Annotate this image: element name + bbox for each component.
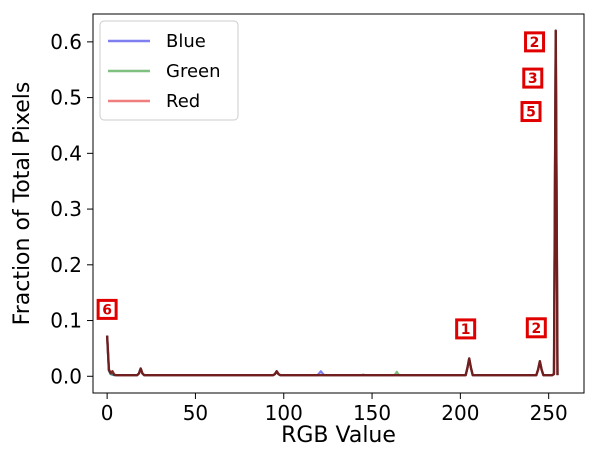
x-axis: 0 50 100 150 200 250: [101, 393, 568, 425]
marker-label: 3: [528, 71, 538, 87]
legend-label-green: Green: [166, 61, 221, 82]
marker-label: 2: [531, 321, 541, 337]
legend-box: [99, 20, 239, 121]
x-tick-label: 50: [183, 401, 208, 425]
y-axis-label: Fraction of Total Pixels: [10, 82, 35, 326]
y-tick-label: 0.0: [50, 364, 82, 388]
marker-label: 2: [530, 35, 540, 51]
y-tick-label: 0.6: [50, 30, 82, 54]
legend: Blue Green Red: [99, 20, 239, 121]
x-tick-label: 200: [441, 401, 479, 425]
marker-box: [524, 31, 546, 53]
marker-label: 1: [461, 322, 471, 338]
legend-label-blue: Blue: [166, 31, 206, 52]
x-axis-label: RGB Value: [281, 423, 396, 448]
x-tick-label: 0: [101, 401, 114, 425]
marker-box: [525, 317, 547, 339]
y-tick-label: 0.1: [50, 309, 82, 333]
marker-box: [96, 298, 118, 320]
y-axis: 0.0 0.1 0.2 0.3 0.4 0.5 0.6: [50, 30, 93, 388]
marker-label: 5: [526, 105, 536, 121]
y-tick-label: 0.5: [50, 86, 82, 110]
series-layer: [105, 29, 559, 377]
marker-box: [522, 67, 544, 89]
y-tick-label: 0.4: [50, 141, 82, 165]
y-tick-label: 0.2: [50, 253, 82, 277]
legend-label-red: Red: [166, 91, 200, 112]
series-overlap-line: [105, 29, 559, 377]
marker-box: [455, 318, 477, 340]
x-tick-label: 100: [265, 401, 303, 425]
marker-box: [520, 101, 542, 123]
x-tick-label: 150: [353, 401, 391, 425]
y-tick-label: 0.3: [50, 197, 82, 221]
x-tick-label: 250: [530, 401, 568, 425]
annotation-layer: 2 3 5 6 1 2: [96, 31, 547, 340]
marker-label: 6: [102, 302, 112, 318]
plot-frame: [92, 13, 585, 394]
